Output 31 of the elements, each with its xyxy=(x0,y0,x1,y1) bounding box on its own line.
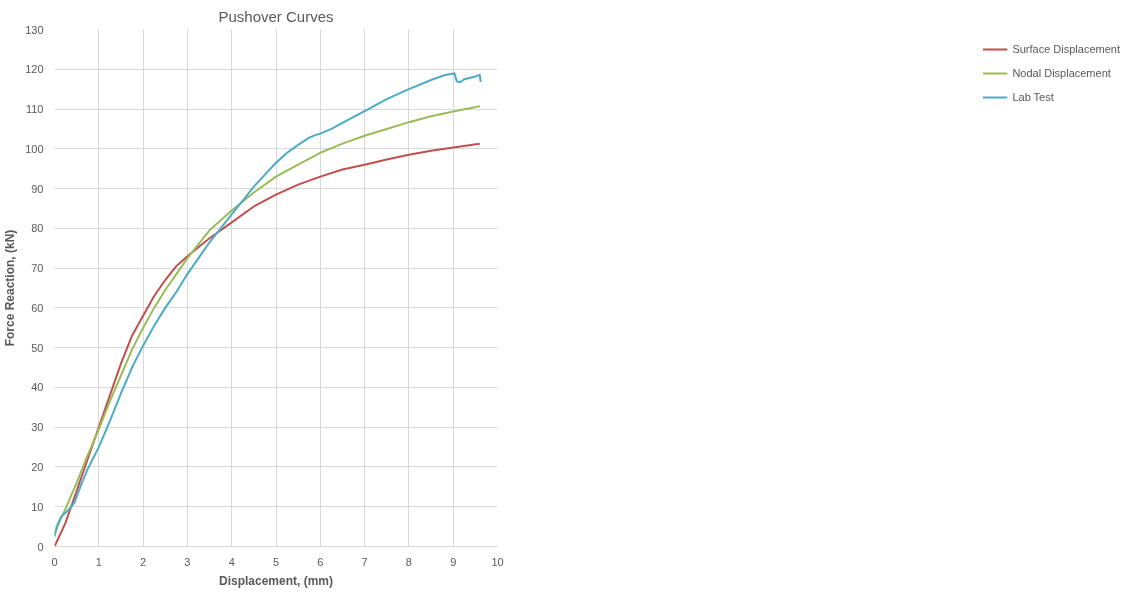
y-tick-label: 110 xyxy=(25,103,44,116)
x-tick-label: 0 xyxy=(51,555,58,568)
x-tick-label: 5 xyxy=(272,555,280,568)
y-tick-label: 120 xyxy=(25,63,44,76)
x-tick-label: 3 xyxy=(184,555,191,568)
y-tick-label: 0 xyxy=(37,540,44,553)
y-tick-label: 70 xyxy=(31,262,44,275)
y-axis-title: Force Reaction, (kN) xyxy=(3,229,18,347)
x-tick-label: 6 xyxy=(317,555,324,568)
y-tick-label: 10 xyxy=(31,500,44,513)
x-tick-label: 7 xyxy=(361,555,368,568)
x-tick-label: 9 xyxy=(450,555,457,568)
x-tick-label: 10 xyxy=(491,555,504,568)
legend-label: Surface Displacement xyxy=(1012,43,1120,55)
chart-title: Pushover Curves xyxy=(218,7,334,25)
y-tick-label: 90 xyxy=(31,182,44,195)
y-tick-label: 100 xyxy=(25,142,44,155)
y-tick-label: 50 xyxy=(31,341,44,354)
legend-label: Nodal Displacement xyxy=(1012,67,1111,79)
y-tick-label: 30 xyxy=(31,421,44,434)
y-tick-label: 60 xyxy=(31,301,44,314)
legend-label: Lab Test xyxy=(1012,91,1054,103)
y-tick-label: 40 xyxy=(31,381,44,394)
x-tick-label: 2 xyxy=(140,555,147,568)
y-tick-label: 80 xyxy=(31,222,44,235)
x-tick-label: 1 xyxy=(95,555,102,568)
x-axis-title: Displacement, (mm) xyxy=(218,573,334,588)
x-tick-label: 4 xyxy=(228,555,235,568)
y-tick-label: 130 xyxy=(25,23,44,36)
x-tick-label: 8 xyxy=(405,555,412,568)
y-tick-label: 20 xyxy=(31,460,44,473)
